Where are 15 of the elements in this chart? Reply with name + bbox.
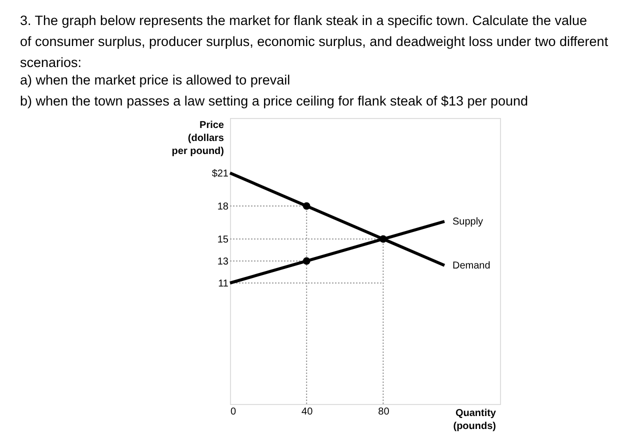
series-label: Supply [452, 216, 484, 228]
y-tick-label: 18 [217, 202, 229, 212]
text: b) when the town passes a law setting a price ceiling for flank steak of $13 per pound [20, 94, 528, 108]
y-tick-label: $21 [212, 168, 229, 180]
y-axis-title: Price (dollars per pound) [172, 120, 224, 157]
y-tick-label: 15 [217, 234, 229, 246]
series-label: Demand [452, 260, 490, 272]
y-tick-label: 13 [217, 256, 229, 268]
y-tick-label: 11 [218, 278, 229, 290]
text: a) when the market price is allowed to prevail [20, 72, 290, 88]
x-axis-title: Quantity (pounds) [453, 408, 496, 432]
x-tick-label: 80 [378, 406, 390, 418]
x-tick-label: 40 [302, 406, 314, 418]
chart-title: 3. The graph below represents the market for flank steak in a specific town. Calculate the value of consumer surplus, producer surplus, economic surplus, and deadweight loss under two different scenarios: [20, 13, 608, 70]
x-tick-label: 0 [230, 406, 236, 418]
